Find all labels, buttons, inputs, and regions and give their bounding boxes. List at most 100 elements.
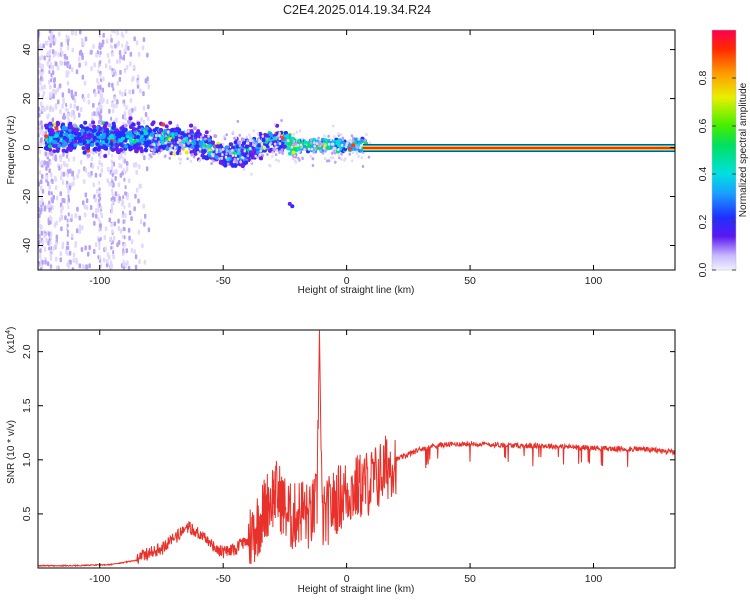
spectrogram-cell — [50, 65, 53, 70]
spectrogram-cell — [51, 205, 54, 210]
spectrogram-cell — [346, 141, 349, 145]
spectrogram-cell — [256, 132, 260, 136]
spectrogram-cell — [124, 116, 127, 121]
spectrogram-cell — [199, 147, 202, 151]
spectrogram-cell — [68, 185, 72, 191]
colorbar-tick-label: 0.8 — [697, 71, 709, 86]
spectrogram-cell — [83, 132, 88, 137]
spectrogram-cell — [62, 151, 65, 157]
spectrogram-cell — [86, 153, 91, 158]
spectrogram-cell — [54, 175, 57, 181]
spectrogram-cell — [266, 153, 269, 156]
spectrogram-cell — [60, 175, 63, 181]
spectrogram-cell — [67, 246, 70, 250]
spectrogram-cell — [63, 60, 67, 66]
spectrogram-cell — [138, 138, 143, 143]
spectrogram-cell — [357, 137, 360, 141]
spectrogram-cell — [125, 131, 130, 136]
spectrogram-cell — [43, 55, 46, 61]
spectrogram-cell — [241, 138, 244, 142]
spectrogram-cell — [65, 38, 68, 43]
snr-series-line — [38, 330, 675, 568]
spectrogram-cell — [134, 254, 138, 260]
spectrogram-cell — [83, 212, 87, 218]
spectrogram-cell — [66, 200, 69, 205]
spectrogram-cell — [98, 181, 101, 185]
spectrogram-cell — [246, 139, 249, 143]
spectrogram-cell — [350, 134, 354, 138]
spectrogram-cell — [71, 233, 74, 239]
spectrogram-cell — [124, 69, 127, 74]
spectrogram-cell — [90, 156, 94, 162]
spectrogram-cell — [67, 186, 69, 191]
spectrogram-cell — [111, 153, 114, 158]
spectrogram-cell — [290, 204, 295, 209]
spectrogram-cell — [278, 137, 281, 141]
spectrogram-cell — [48, 121, 53, 126]
spectrogram-cell — [368, 141, 372, 145]
spectrogram-cell — [75, 69, 79, 75]
spectrogram-cell — [118, 76, 122, 82]
spectrogram-cell — [117, 182, 121, 188]
spectrogram-cell — [49, 203, 51, 208]
spectrogram-cell — [290, 145, 294, 149]
spectrogram-cell — [327, 134, 330, 138]
spectrogram-cell — [46, 60, 49, 66]
spectrogram-cell — [271, 151, 274, 154]
spectrogram-cell — [148, 147, 151, 151]
spectrogram-cell — [128, 235, 131, 241]
spectrogram-cell — [240, 164, 245, 168]
spectrogram-cell — [108, 217, 111, 223]
spectrogram-cell — [119, 148, 124, 152]
spectrogram-cell — [351, 143, 356, 148]
figure-title: C2E4.2025.014.19.34.R24 — [283, 3, 431, 17]
spectrogram-cell — [106, 52, 110, 58]
spectrogram-cell — [293, 159, 297, 163]
spectrogram-cell — [47, 231, 51, 237]
spectrogram-cell — [340, 152, 343, 156]
spectrogram-cell — [51, 117, 55, 123]
spectrogram-cell — [79, 49, 83, 55]
spectrogram-cell — [67, 35, 70, 40]
spectrogram-cell — [207, 134, 210, 138]
spectrogram-cell — [73, 136, 78, 141]
spectrogram-cell — [147, 140, 152, 145]
spectrogram-xlabel: Height of straight line (km) — [298, 285, 415, 296]
spectrogram-cell — [72, 181, 75, 187]
spectrogram-cell — [57, 143, 62, 148]
spectrogram-cell — [128, 133, 133, 137]
spectrogram-cell — [331, 149, 334, 152]
spectrogram-cell — [344, 157, 347, 160]
spectrogram-cell — [128, 210, 132, 216]
spectrogram-cell — [130, 239, 134, 245]
spectrogram-cell — [92, 182, 95, 188]
spectrogram-cell — [317, 143, 321, 147]
spectrogram-cell — [312, 137, 316, 142]
spectrogram-cell — [92, 44, 95, 49]
spectrogram-cell — [43, 205, 47, 211]
spectrogram-cell — [97, 217, 100, 221]
spectrogram-cell — [100, 149, 103, 154]
spectrogram-cell — [81, 74, 85, 80]
spectrogram-cell — [129, 98, 133, 103]
spectrogram-cell — [142, 91, 145, 97]
spectrogram-cell — [112, 196, 114, 200]
spectrogram-cell — [138, 259, 141, 264]
spectrogram-cell — [55, 256, 58, 262]
spectrogram-cell — [254, 154, 257, 158]
spectrogram-cell — [196, 151, 200, 154]
spectrogram-cell — [42, 43, 45, 49]
spectrogram-ytick-label: -40 — [21, 238, 33, 253]
spectrogram-cell — [166, 130, 170, 134]
spectrogram-cell — [85, 264, 88, 270]
spectrogram-cell — [111, 245, 114, 250]
spectrogram-cell — [115, 132, 120, 137]
spectrogram-cell — [226, 162, 230, 166]
spectrogram-cell — [46, 105, 49, 111]
spectrogram-cell — [55, 195, 59, 201]
spectrogram-cell — [116, 99, 119, 105]
spectrogram-cell — [55, 234, 59, 240]
spectrogram-cell — [110, 223, 113, 228]
spectrogram-panel: -100 -50 0 50 100 -40 -20 0 20 40 Height of strai… — [6, 29, 676, 296]
